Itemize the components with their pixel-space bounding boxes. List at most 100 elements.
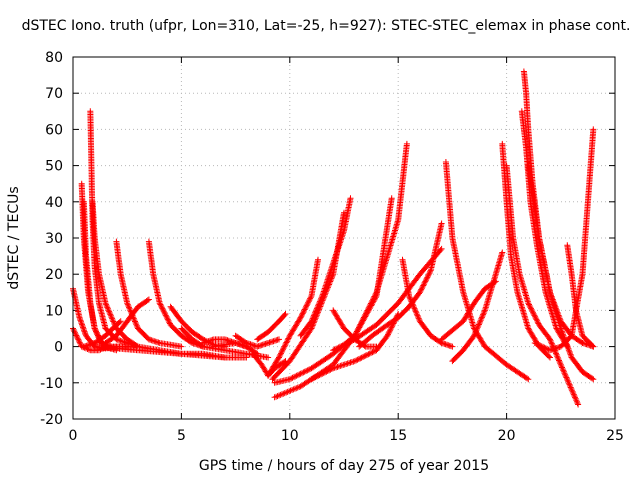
data-point	[533, 340, 540, 347]
data-point	[286, 388, 293, 395]
data-point	[281, 343, 288, 350]
data-point	[559, 366, 566, 372]
data-point	[313, 307, 320, 313]
data-point	[320, 370, 327, 377]
data-point	[360, 315, 367, 322]
data-point	[144, 297, 151, 304]
series-23	[271, 140, 410, 401]
data-point	[363, 310, 369, 317]
data-point	[589, 342, 596, 349]
data-point	[547, 337, 554, 344]
y-tick-label: 40	[45, 195, 63, 211]
data-point	[74, 335, 81, 342]
data-point	[534, 319, 541, 326]
series-16	[210, 340, 261, 357]
data-point	[549, 295, 556, 302]
data-point	[358, 320, 365, 327]
data-point	[162, 311, 169, 317]
data-point	[284, 338, 291, 345]
series-11	[113, 343, 250, 361]
y-tick-label: 70	[45, 86, 63, 102]
data-point	[524, 375, 530, 382]
data-point	[328, 366, 335, 372]
data-point	[306, 297, 313, 303]
data-point	[276, 353, 283, 360]
data-point	[474, 324, 481, 331]
data-point	[353, 328, 360, 335]
data-point	[322, 369, 328, 376]
data-point	[307, 294, 314, 301]
series-26	[356, 220, 445, 350]
data-point	[531, 312, 538, 319]
data-point	[372, 290, 379, 297]
data-point	[105, 307, 112, 314]
data-point	[365, 306, 372, 313]
data-point	[481, 308, 488, 315]
data-point	[572, 394, 578, 401]
data-point	[279, 347, 286, 354]
data-point	[283, 339, 290, 346]
data-point	[353, 357, 360, 364]
data-point	[573, 397, 580, 404]
data-point	[332, 345, 339, 352]
data-point	[276, 336, 282, 343]
data-point	[278, 350, 284, 357]
data-point	[353, 329, 360, 336]
data-point	[416, 289, 423, 296]
data-point	[590, 126, 597, 133]
data-point	[365, 351, 372, 358]
data-point	[388, 195, 395, 202]
data-point	[425, 271, 432, 278]
series-17	[254, 311, 289, 343]
data-point	[178, 343, 185, 350]
data-point	[70, 326, 77, 333]
data-point	[370, 294, 377, 301]
data-point	[324, 368, 331, 374]
data-point	[387, 326, 394, 332]
data-point	[198, 342, 205, 349]
data-point	[532, 315, 539, 322]
data-point	[312, 308, 319, 315]
series-21	[297, 195, 354, 339]
data-point	[568, 385, 575, 392]
data-point	[556, 358, 563, 365]
data-point	[276, 354, 282, 361]
data-point	[281, 312, 288, 319]
data-point	[527, 304, 534, 311]
data-point	[525, 376, 532, 383]
data-point	[570, 391, 577, 398]
data-point	[372, 292, 379, 299]
data-point	[371, 293, 378, 300]
data-point	[529, 308, 536, 315]
x-axis-label: GPS time / hours of day 275 of year 2015	[199, 458, 489, 474]
data-point	[475, 322, 482, 329]
data-point	[427, 268, 433, 275]
data-point	[560, 368, 567, 375]
data-point	[554, 353, 561, 360]
data-point	[309, 375, 316, 382]
data-point	[305, 299, 312, 306]
data-point	[308, 318, 315, 325]
data-point	[157, 301, 164, 308]
data-point	[323, 368, 330, 375]
data-point	[526, 301, 532, 308]
data-point	[361, 353, 368, 360]
data-point	[478, 314, 485, 321]
data-point	[410, 302, 417, 309]
data-point	[74, 333, 80, 340]
data-point	[359, 317, 366, 324]
data-point	[301, 306, 308, 313]
data-point	[103, 303, 110, 309]
data-point	[360, 354, 366, 360]
data-point	[145, 296, 152, 303]
data-point	[412, 307, 419, 313]
data-point	[280, 345, 287, 351]
data-point	[560, 367, 567, 374]
data-point	[76, 338, 82, 344]
data-point	[71, 328, 78, 335]
plot-frame	[72, 56, 616, 420]
data-point	[301, 368, 308, 375]
data-point	[370, 296, 376, 303]
data-point	[315, 302, 322, 309]
